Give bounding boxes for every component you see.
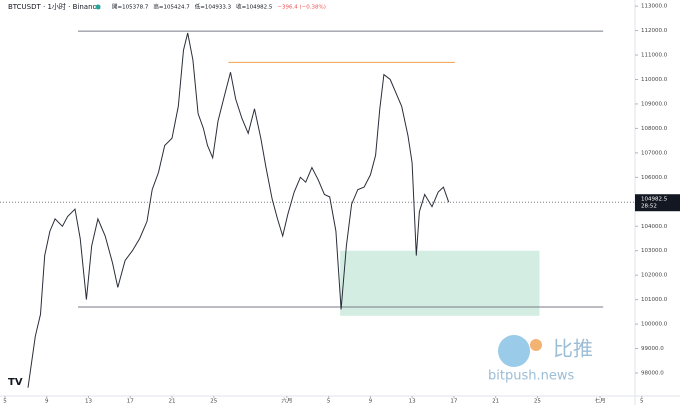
y-tick-label: 110000.0 [641, 77, 668, 83]
tv-logo: TV [8, 377, 23, 388]
x-tick-label: 21 [492, 399, 499, 405]
x-tick-label: 七月 [595, 397, 606, 405]
x-tick-label: 17 [127, 399, 134, 405]
x-tick-label: 5 [327, 399, 331, 405]
y-tick-label: 99000.0 [641, 346, 664, 352]
x-tick-label: 25 [210, 399, 217, 405]
zone [340, 250, 540, 316]
x-tick-label: 25 [534, 399, 541, 405]
y-tick-label: 111000.0 [641, 53, 668, 59]
y-tick-label: 98000.0 [641, 371, 664, 377]
x-tick-label: 9 [45, 399, 49, 405]
ohlc-value: 低=104933.3 [195, 3, 232, 11]
ohlc-value: −396.4 (−0.38%) [277, 5, 325, 11]
y-tick-label: 107000.0 [641, 150, 668, 156]
x-tick-label: 13 [85, 399, 92, 405]
watermark: bitpush.news [488, 369, 574, 384]
symbol: BTCUSDT · 1小时 · Binance [8, 2, 101, 11]
ohlc-value: 收=104982.5 [236, 3, 273, 11]
price-line [27, 32, 450, 388]
x-tick-label: 5 [640, 399, 644, 405]
ohlc-value: 開=105378.7 [112, 4, 149, 11]
x-tick-label: 5 [3, 399, 7, 405]
y-tick-label: 106000.0 [641, 175, 668, 181]
x-tick-label: 六月 [281, 397, 292, 405]
y-tick-label: 102000.0 [641, 273, 668, 279]
y-tick-label: 113000.0 [641, 4, 668, 10]
y-tick-label: 101000.0 [641, 297, 668, 303]
x-tick-label: 17 [450, 399, 457, 405]
y-tick-label: 100000.0 [641, 322, 668, 328]
y-tick-label: 104000.0 [641, 224, 668, 230]
y-tick-label: 109000.0 [641, 101, 668, 107]
status-dot [95, 4, 101, 10]
y-tick-label: 112000.0 [641, 28, 668, 34]
price-label-box [635, 194, 680, 212]
watermark: 比推 [553, 337, 593, 361]
ohlc: 開=105378.7 高=105424.7 低=104933.3 收=104982.5… [112, 3, 326, 11]
logo-bird [498, 335, 530, 367]
last-price-label: 104982.5 [641, 197, 668, 203]
ohlc-value: 高=105424.7 [153, 3, 190, 11]
x-tick-label: 21 [169, 399, 176, 405]
countdown: 28:52 [641, 204, 657, 210]
logo-coin [530, 339, 542, 351]
x-tick-label: 9 [369, 399, 373, 405]
x-tick-label: 13 [409, 399, 416, 405]
y-tick-label: 108000.0 [641, 126, 668, 132]
y-tick-label: 103000.0 [641, 248, 668, 254]
